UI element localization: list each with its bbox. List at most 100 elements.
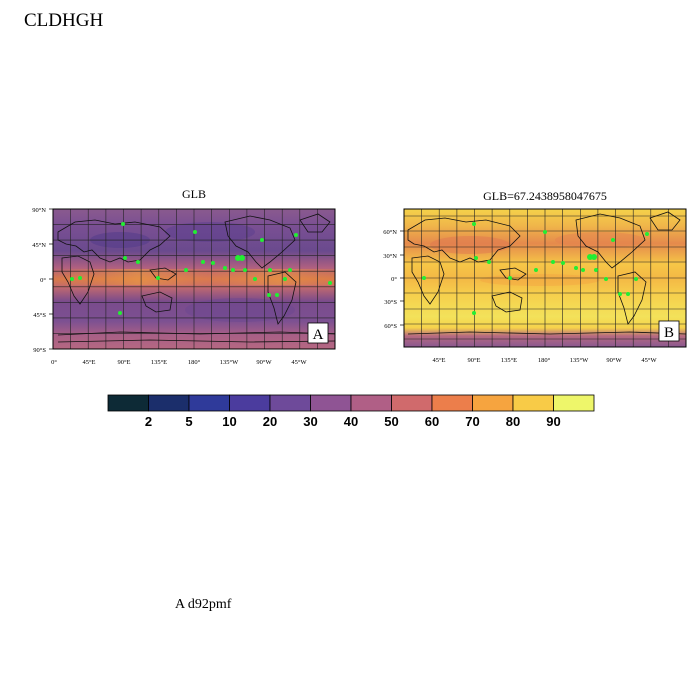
lon-label: 90°E bbox=[467, 357, 480, 364]
station-marker bbox=[472, 222, 476, 226]
station-marker bbox=[543, 230, 547, 234]
station-marker bbox=[121, 222, 125, 226]
colorbar-labels: 2 5 10 20 30 40 50 60 70 80 90 bbox=[145, 414, 561, 429]
station-marker bbox=[574, 266, 578, 270]
colorbar-label: 2 bbox=[145, 414, 152, 429]
colorbar-label: 30 bbox=[303, 414, 317, 429]
panel-b-cloud-patch bbox=[480, 274, 600, 286]
lat-label: 0° bbox=[391, 276, 397, 283]
station-marker bbox=[253, 277, 257, 281]
station-marker bbox=[193, 230, 197, 234]
station-marker bbox=[123, 256, 127, 260]
panel-b-title: GLB=67.2438958047675 bbox=[483, 189, 607, 203]
colorbar-label: 70 bbox=[465, 414, 479, 429]
station-marker bbox=[551, 260, 555, 264]
station-marker bbox=[594, 268, 598, 272]
station-marker bbox=[294, 233, 298, 237]
station-marker bbox=[328, 281, 332, 285]
station-marker bbox=[618, 292, 622, 296]
panel-b-lon-labels: 45°E 90°E 135°E 180° 135°W 90°W 45°W bbox=[432, 357, 657, 364]
panel-b-coastlines bbox=[407, 211, 687, 335]
lat-label: 60°S bbox=[384, 323, 397, 330]
station-marker bbox=[534, 268, 538, 272]
station-marker bbox=[70, 277, 74, 281]
panel-b-badge-box bbox=[658, 320, 680, 342]
figure-title: CLDHGH bbox=[24, 10, 104, 31]
station-marker bbox=[611, 238, 615, 242]
panel-b-cloud-patch bbox=[555, 232, 645, 248]
station-marker bbox=[645, 232, 649, 236]
colorbar bbox=[107, 394, 595, 412]
colorbar-label: 60 bbox=[425, 414, 439, 429]
station-marker bbox=[474, 256, 478, 260]
colorbar-label: 10 bbox=[222, 414, 236, 429]
station-marker bbox=[283, 277, 287, 281]
panel-a-badge-box bbox=[307, 322, 329, 344]
colorbar-box bbox=[310, 394, 352, 412]
station-marker bbox=[223, 266, 227, 270]
station-marker bbox=[211, 261, 215, 265]
panel-b-lat-labels: 60°N 30°N 0° 30°S 60°S bbox=[383, 229, 397, 330]
station-marker bbox=[231, 268, 235, 272]
station-marker bbox=[118, 311, 122, 315]
station-marker bbox=[201, 260, 205, 264]
lat-label: 0° bbox=[40, 277, 46, 284]
lat-label: 60°N bbox=[383, 229, 397, 236]
colorbar-box bbox=[472, 394, 514, 412]
lat-label: 90°N bbox=[32, 207, 46, 214]
panel-b-ticks bbox=[400, 230, 404, 326]
panel-a-cloud-patch bbox=[165, 222, 255, 242]
lat-label: 30°S bbox=[384, 299, 397, 306]
panel-b-map: B 60°N 30°N 0° 30°S 60°S 45°E 90°E 135°E… bbox=[383, 208, 687, 364]
lon-label: 45°E bbox=[82, 359, 95, 366]
panel-a-cloud-patch bbox=[185, 298, 295, 322]
lon-label: 135°W bbox=[220, 359, 239, 366]
panel-a-lon-labels: 0° 45°E 90°E 135°E 180° 135°W 90°W 45°W bbox=[51, 359, 307, 366]
station-marker bbox=[268, 268, 272, 272]
station-marker bbox=[472, 311, 476, 315]
colorbar-box bbox=[553, 394, 595, 412]
colorbar-box bbox=[431, 394, 473, 412]
station-marker bbox=[156, 276, 160, 280]
lon-label: 180° bbox=[538, 357, 551, 364]
lon-label: 135°E bbox=[151, 359, 167, 366]
panel-a-map: A 90°N 45°N 0° 45°S 90°S 0° 45°E 90°E 13… bbox=[32, 207, 336, 366]
colorbar-box bbox=[188, 394, 230, 412]
lat-label: 90°S bbox=[33, 347, 46, 354]
station-marker bbox=[239, 255, 245, 261]
lon-label: 135°E bbox=[501, 357, 517, 364]
colorbar-box bbox=[269, 394, 311, 412]
colorbar-box bbox=[229, 394, 271, 412]
panel-a-title: GLB bbox=[182, 187, 206, 201]
lon-label: 135°W bbox=[570, 357, 589, 364]
lon-label: 90°E bbox=[117, 359, 130, 366]
station-marker bbox=[184, 268, 188, 272]
lon-label: 45°W bbox=[641, 357, 657, 364]
colorbar-box bbox=[148, 394, 190, 412]
station-marker bbox=[243, 268, 247, 272]
panel-b-station-markers bbox=[422, 222, 649, 315]
panel-a-graticule bbox=[53, 209, 335, 349]
lat-label: 45°S bbox=[33, 312, 46, 319]
lat-label: 45°N bbox=[32, 242, 46, 249]
colorbar-box bbox=[350, 394, 392, 412]
station-marker bbox=[634, 277, 638, 281]
lon-label: 90°W bbox=[256, 359, 272, 366]
station-marker bbox=[508, 276, 512, 280]
panel-a-badge: A bbox=[313, 327, 324, 343]
lon-label: 90°W bbox=[606, 357, 622, 364]
colorbar-label: 20 bbox=[263, 414, 277, 429]
lon-label: 0° bbox=[51, 359, 57, 366]
colorbar-label: 40 bbox=[344, 414, 358, 429]
panel-a-station-markers bbox=[70, 222, 332, 315]
station-marker bbox=[260, 238, 264, 242]
lat-label: 30°N bbox=[383, 253, 397, 260]
station-marker bbox=[288, 268, 292, 272]
station-marker bbox=[136, 260, 140, 264]
station-marker bbox=[487, 260, 491, 264]
lon-label: 45°W bbox=[291, 359, 307, 366]
colorbar-box bbox=[107, 394, 149, 412]
station-marker bbox=[626, 292, 630, 296]
station-marker bbox=[604, 277, 608, 281]
colorbar-label: 90 bbox=[546, 414, 560, 429]
